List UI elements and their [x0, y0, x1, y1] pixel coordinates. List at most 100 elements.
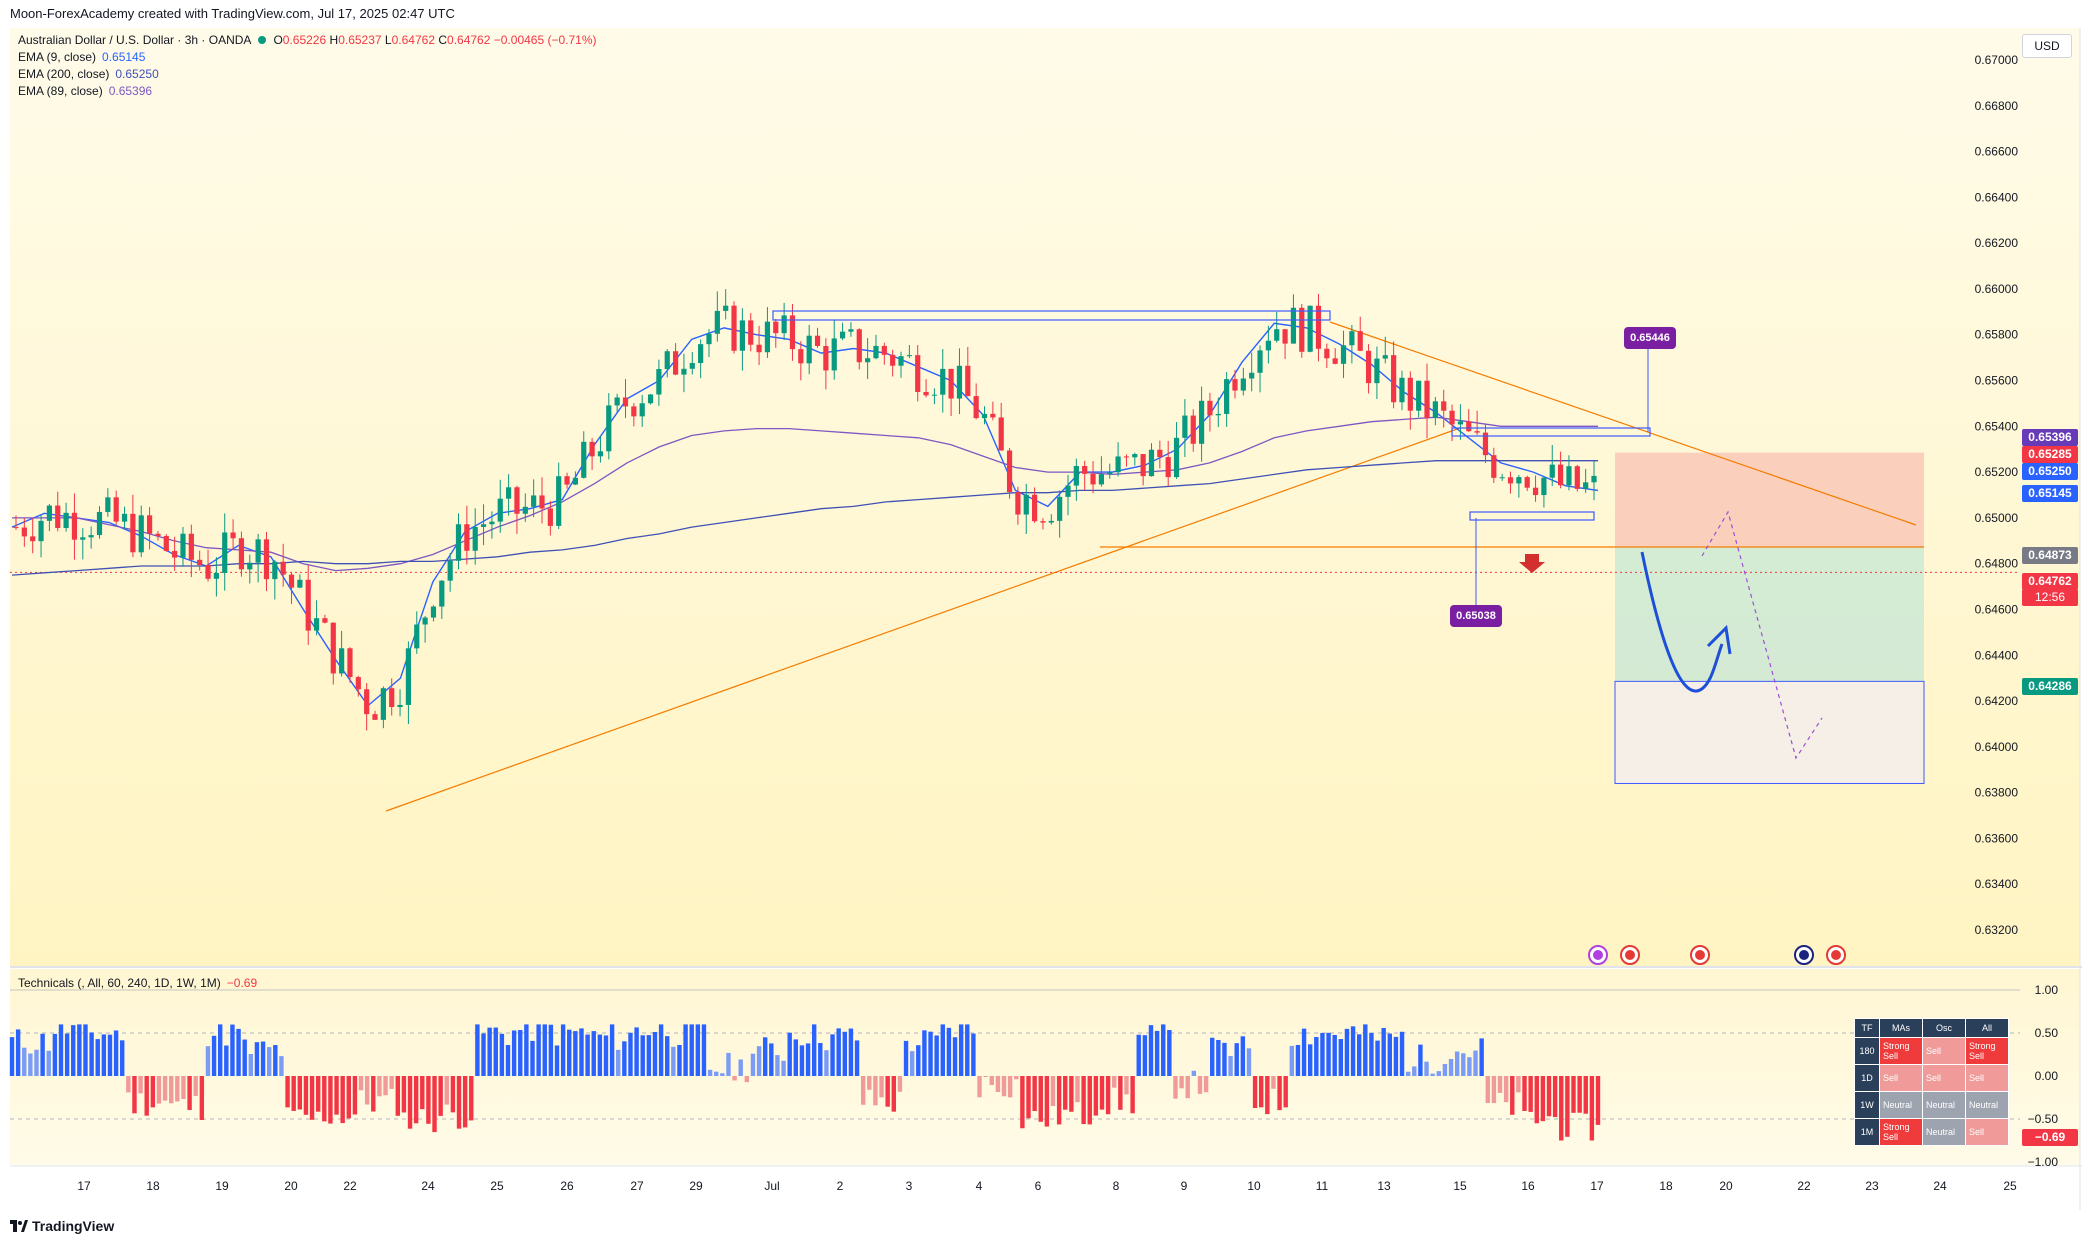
candle	[297, 574, 303, 589]
histogram-bar	[1412, 1066, 1417, 1076]
candle	[455, 513, 462, 570]
histogram-bar	[867, 1076, 872, 1090]
legend-ema89[interactable]: EMA (89, close) 0.65396	[18, 83, 152, 100]
y-axis-ticks: 0.67000 0.66800 0.66600 0.66400 0.66200 0.660…	[1975, 53, 2019, 937]
histogram-bar	[1332, 1034, 1337, 1076]
histogram-bar	[885, 1076, 890, 1107]
price-tag-target: 0.64286	[2022, 678, 2078, 695]
price-tag-ema89: 0.65396	[2022, 429, 2078, 446]
histogram-bar	[1020, 1076, 1025, 1129]
histogram-bar	[401, 1076, 407, 1113]
legend-ema9[interactable]: EMA (9, close) 0.65145	[18, 49, 145, 66]
candle	[1457, 404, 1464, 440]
us-flag-event-icon[interactable]	[1690, 945, 1710, 965]
histogram-bar	[940, 1024, 945, 1076]
histogram-bar	[438, 1076, 443, 1116]
cell-mas: Sell	[1879, 1064, 1923, 1092]
candle	[1324, 343, 1330, 369]
candle	[30, 518, 36, 554]
candle	[105, 488, 111, 517]
candle	[480, 504, 487, 546]
histogram-bar	[946, 1027, 952, 1076]
histogram-bar	[1081, 1076, 1086, 1125]
histogram-bar	[475, 1024, 480, 1076]
candle	[906, 344, 912, 359]
candle	[1090, 461, 1096, 494]
candle	[865, 338, 871, 380]
rising-trendline	[385, 427, 1461, 812]
x-axis-ticks: 17 18 19 20 22 24 25 26 27 29 Jul 2 3 4 6 8 9 10 11 13 15 16 1…	[77, 1179, 2017, 1193]
extended-target-box	[1614, 680, 1925, 784]
y-tick-label: 0.63400	[1975, 877, 2019, 891]
candle	[706, 329, 712, 358]
au-flag-event-icon[interactable]	[1794, 945, 1814, 965]
histogram-bar	[585, 1034, 590, 1076]
histogram-bar	[579, 1028, 584, 1076]
legend-technicals[interactable]: Technicals (, All, 60, 240, 1D, 1W, 1M) −…	[18, 975, 257, 992]
x-tick-label: 10	[1247, 1179, 1261, 1193]
candle	[1173, 422, 1180, 479]
histogram-bar	[640, 1035, 645, 1076]
candle	[1541, 476, 1547, 508]
us-flag-event-icon[interactable]	[1826, 945, 1846, 965]
candle	[689, 351, 695, 375]
us-flag-event-icon[interactable]	[1620, 945, 1640, 965]
histogram-bar	[1546, 1076, 1552, 1117]
indicator-tick-label: 0.50	[2035, 1026, 2059, 1040]
x-tick-label: 13	[1377, 1179, 1391, 1193]
position-zones	[1614, 452, 1925, 784]
candle	[522, 493, 528, 522]
histogram-bar	[622, 1041, 627, 1076]
histogram-bar	[346, 1076, 351, 1119]
candle	[956, 348, 963, 415]
histogram-bar	[1497, 1076, 1503, 1093]
candle	[464, 505, 470, 565]
x-tick-label: 19	[215, 1179, 229, 1193]
tradingview-logo[interactable]: TradingView	[10, 1218, 114, 1234]
cell-mas: Strong Sell	[1879, 1118, 1923, 1146]
candle	[940, 349, 946, 413]
x-tick-label: 4	[976, 1179, 983, 1193]
lightning-event-icon[interactable]	[1588, 945, 1608, 965]
histogram-bar	[934, 1035, 939, 1076]
histogram-bar	[297, 1076, 303, 1110]
histogram-bar	[965, 1024, 970, 1076]
x-tick-label: 24	[1933, 1179, 1947, 1193]
histogram-bar	[230, 1024, 235, 1076]
histogram-bar	[897, 1076, 903, 1092]
c-label: C	[438, 33, 448, 47]
x-tick-label: 3	[906, 1179, 913, 1193]
x-tick-label: 22	[343, 1179, 357, 1193]
event-icons[interactable]	[1588, 945, 1846, 965]
currency-button[interactable]: USD	[2022, 34, 2072, 58]
histogram-bar	[1448, 1058, 1454, 1076]
histogram-bar	[548, 1024, 554, 1076]
candle	[581, 431, 587, 479]
x-tick-label: 27	[630, 1179, 644, 1193]
histogram-bar	[156, 1076, 162, 1104]
histogram-bar	[1283, 1076, 1288, 1108]
histogram-bar	[279, 1056, 284, 1076]
candle	[739, 308, 745, 371]
histogram-bar	[450, 1076, 456, 1113]
legend-ema200[interactable]: EMA (200, close) 0.65250	[18, 66, 159, 83]
indicator-pane-bg	[10, 969, 2080, 1165]
candle	[839, 322, 846, 341]
candle	[180, 527, 186, 567]
histogram-bar	[511, 1030, 517, 1076]
candle	[539, 477, 545, 524]
candle	[1290, 294, 1297, 344]
close-value: 0.64762	[447, 33, 491, 47]
candle	[1057, 490, 1063, 538]
x-tick-label: 18	[146, 1179, 160, 1193]
histogram-bar	[407, 1076, 413, 1129]
histogram-bar	[1491, 1076, 1497, 1104]
histogram-bar	[1093, 1076, 1099, 1116]
candle	[389, 678, 395, 716]
histogram-bar	[873, 1076, 878, 1106]
candle	[96, 506, 103, 539]
candle	[414, 611, 420, 654]
trend-lines	[10, 321, 2020, 812]
indicator-tick-label: −1.00	[2028, 1155, 2059, 1169]
